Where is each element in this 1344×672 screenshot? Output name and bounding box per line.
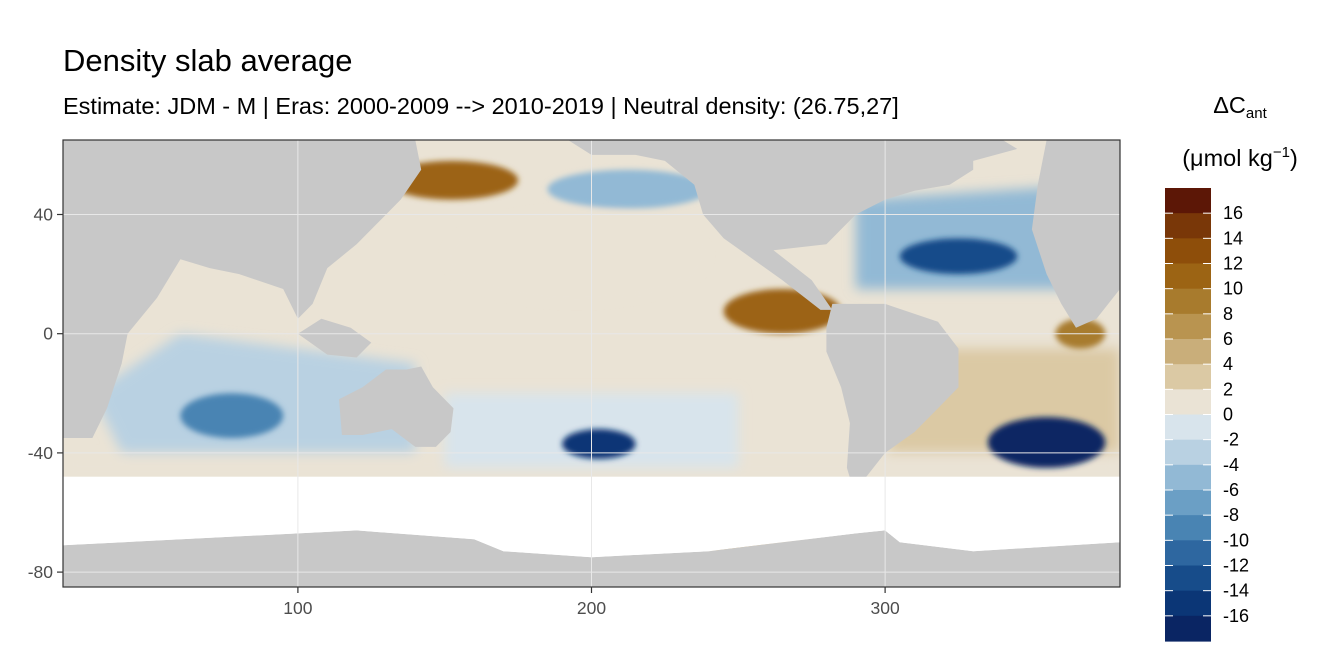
legend-label: 2	[1223, 379, 1233, 399]
land-europe-africa-east	[1031, 140, 1120, 328]
y-tick-label: 0	[43, 324, 53, 344]
legend-swatch	[1165, 615, 1211, 642]
color-legend: 16 14 12 10 8 6 4 2 0 -2 -4 -6 -8 -10 -12 -14 -16	[1165, 188, 1249, 642]
legend-label: 4	[1223, 354, 1233, 374]
legend-label: -14	[1223, 581, 1249, 601]
region-south-pacific-gyre	[562, 429, 636, 459]
land-south-america	[826, 303, 959, 498]
gridlines	[63, 140, 1120, 587]
legend-swatch	[1165, 464, 1211, 491]
legend-title-unit-close: )	[1289, 145, 1298, 171]
legend-swatch	[1165, 313, 1211, 340]
legend-swatch	[1165, 490, 1211, 516]
legend-label: 6	[1223, 329, 1233, 349]
y-tick-label: -80	[28, 562, 54, 582]
y-tick-label: -40	[28, 443, 54, 463]
map-panel	[63, 140, 1120, 587]
legend-title-exponent: −1	[1272, 144, 1290, 161]
legend-swatch	[1165, 439, 1211, 466]
legend-swatch	[1165, 590, 1211, 617]
legend-label: 0	[1223, 405, 1233, 425]
legend-swatch	[1165, 188, 1211, 214]
legend-swatch	[1165, 339, 1211, 365]
legend-swatch	[1165, 414, 1211, 441]
land-north-america	[568, 140, 974, 310]
land-australia	[339, 366, 454, 447]
region-north-atlantic-gyre	[899, 238, 1018, 275]
legend-title-subscript: ant	[1245, 105, 1267, 122]
legend-swatch	[1165, 238, 1211, 265]
legend-swatch	[1165, 389, 1211, 416]
legend-title-line1: ΔCant	[1150, 90, 1330, 129]
legend-swatch	[1165, 540, 1211, 567]
x-tick-label: 200	[577, 598, 606, 618]
legend-label: -4	[1223, 455, 1239, 475]
legend-swatch	[1165, 565, 1211, 592]
legend-swatch	[1165, 364, 1211, 390]
legend-swatch	[1165, 288, 1211, 315]
legend-label: 16	[1223, 203, 1243, 223]
legend-label: -12	[1223, 556, 1249, 576]
legend-label: 10	[1223, 279, 1243, 299]
y-tick-label: 40	[34, 205, 54, 225]
region-south-atlantic-gyre	[987, 417, 1106, 468]
x-tick-label: 100	[283, 598, 312, 618]
legend-label: -6	[1223, 480, 1239, 500]
legend-title-line2: (μmol kg−1)	[1150, 138, 1330, 173]
legend-label: -10	[1223, 530, 1249, 550]
x-tick-label: 300	[871, 598, 900, 618]
legend-label: 12	[1223, 254, 1243, 274]
legend-swatch	[1165, 213, 1211, 239]
legend-swatch	[1165, 263, 1211, 290]
region-north-pacific-east	[547, 169, 709, 209]
legend-label: 8	[1223, 304, 1233, 324]
region-eastern-tropical-pacific	[723, 289, 842, 334]
legend-title-unit: (μmol kg	[1182, 145, 1273, 171]
indian-band	[92, 333, 416, 453]
chart-subtitle: Estimate: JDM - M | Eras: 2000-2009 --> …	[63, 93, 899, 119]
legend-label: -2	[1223, 430, 1239, 450]
chart-title: Density slab average	[63, 43, 353, 78]
legend-title-symbol: ΔC	[1213, 92, 1246, 118]
legend-label: -8	[1223, 505, 1239, 525]
legend-label: -16	[1223, 606, 1249, 626]
legend-label: 14	[1223, 228, 1243, 248]
land-greenland	[929, 140, 1018, 161]
legend-swatch	[1165, 515, 1211, 541]
region-indian-ocean-south	[180, 393, 284, 438]
region-north-pacific-central	[444, 208, 709, 304]
land-indonesia	[297, 318, 372, 358]
